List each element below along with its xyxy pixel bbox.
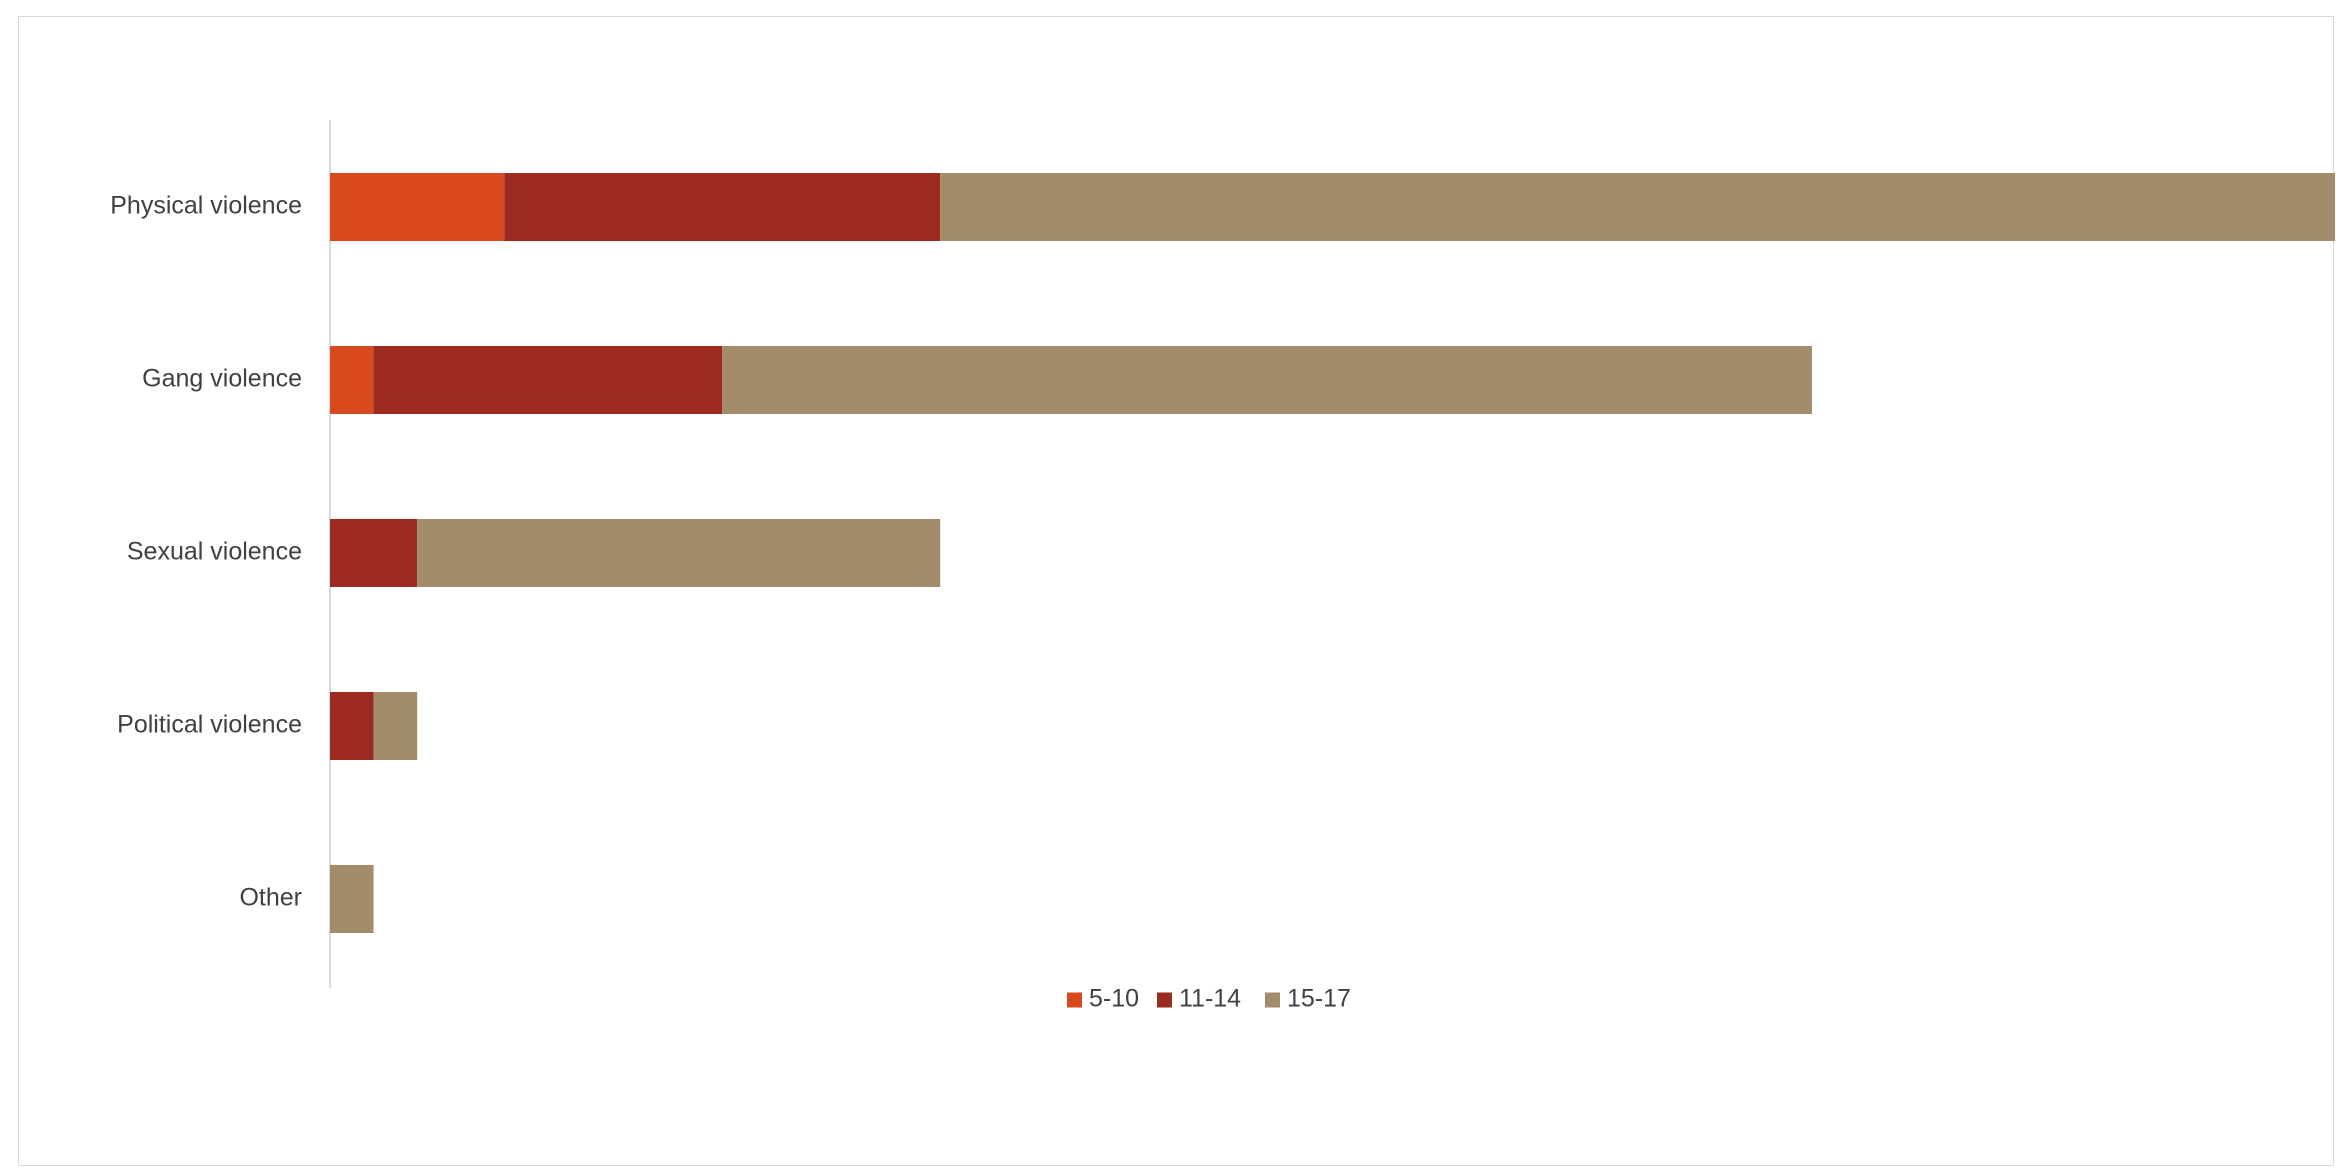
legend-label: 15-17	[1287, 985, 1351, 1013]
bar-segment	[330, 173, 505, 241]
category-label: Physical violence	[110, 192, 302, 220]
bar-segment	[373, 346, 723, 414]
bar-segment	[417, 519, 941, 587]
legend: 5-10 11-14 15-17	[1067, 985, 1351, 1013]
bar-segment	[504, 173, 941, 241]
legend-item: 15-17	[1265, 985, 1351, 1013]
category-label: Gang violence	[142, 365, 302, 393]
legend-swatch	[1157, 992, 1172, 1008]
bar-segment	[330, 519, 418, 587]
category-label: Sexual violence	[127, 538, 302, 566]
category-label: Other	[239, 884, 302, 912]
legend-label: 11-14	[1179, 985, 1241, 1013]
bar-segment	[722, 346, 1812, 414]
plot-area: Physical violence Gang violence Sexual vio…	[110, 120, 2335, 988]
legend-swatch	[1067, 992, 1082, 1008]
category-label: Political violence	[117, 711, 302, 739]
legend-item: 11-14	[1157, 985, 1241, 1013]
legend-swatch	[1265, 992, 1280, 1008]
bars-layer	[330, 173, 2335, 933]
bar-segment	[940, 173, 2335, 241]
bar-segment	[373, 692, 418, 760]
bar-segment	[330, 865, 374, 933]
legend-label: 5-10	[1089, 985, 1139, 1013]
bar-segment	[330, 692, 374, 760]
bar-segment	[330, 346, 374, 414]
legend-item: 5-10	[1067, 985, 1139, 1013]
category-labels: Physical violence Gang violence Sexual vio…	[110, 192, 302, 912]
